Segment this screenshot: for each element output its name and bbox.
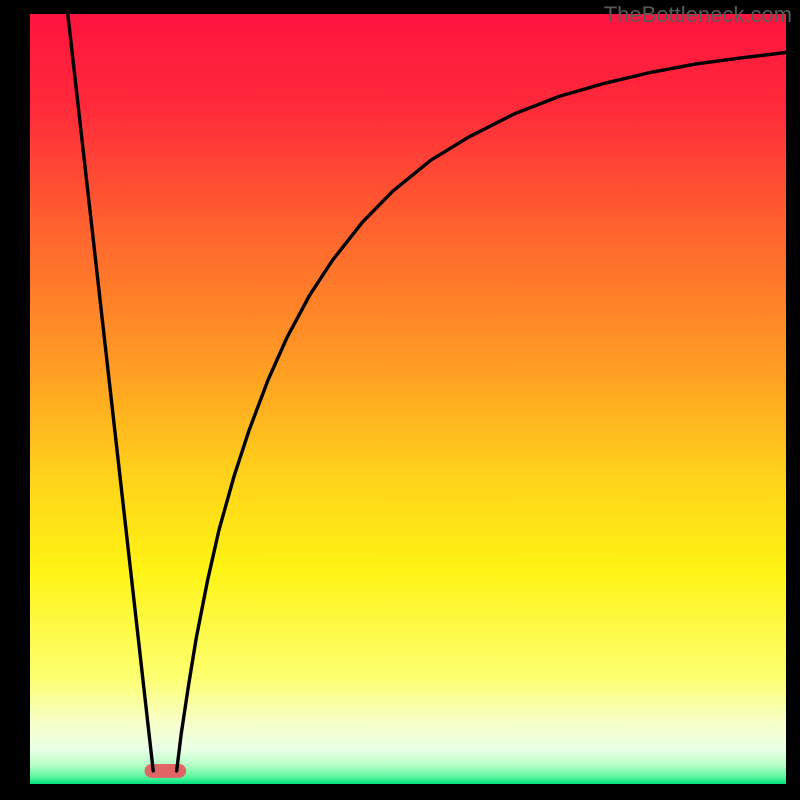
bottleneck-chart (0, 0, 800, 800)
bottom-pill-marker (145, 764, 187, 778)
plot-background (30, 14, 786, 784)
chart-root: TheBottleneck.com (0, 0, 800, 800)
